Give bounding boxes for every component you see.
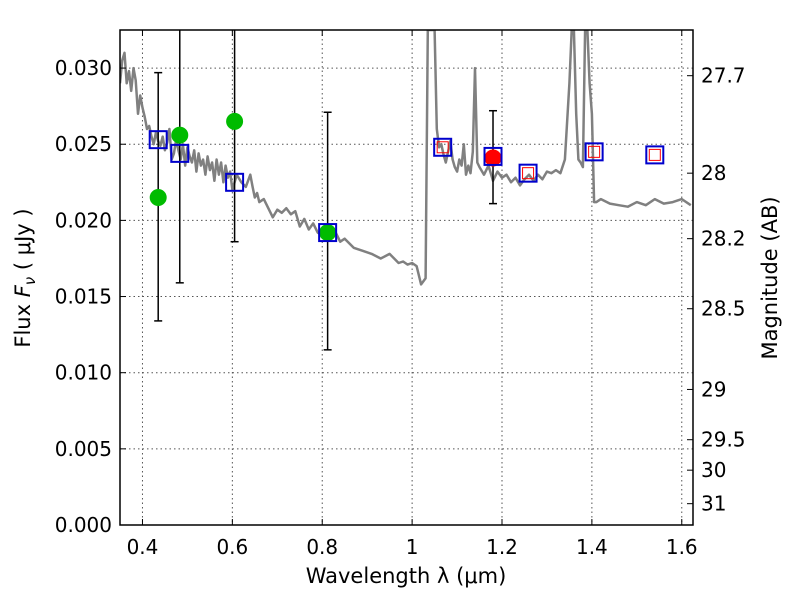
y-tick-label: 0.005 (55, 437, 112, 461)
right-axis-tick-label: 31 (701, 492, 726, 516)
red-box-marker (522, 167, 535, 180)
spectrum-line (120, 30, 692, 286)
red-point (484, 149, 502, 167)
y-axis-title: Flux Fν ( μJy ) (11, 208, 39, 347)
x-tick-label: 0.6 (216, 535, 248, 559)
red-box-marker (588, 145, 601, 158)
right-axis-tick-label: 28 (701, 161, 726, 185)
x-tick-label: 1.4 (576, 535, 608, 559)
blue-box-marker (170, 143, 190, 163)
green-point (226, 112, 244, 130)
y-tick-label: 0.025 (55, 132, 112, 156)
x-tick-label: 0.8 (306, 535, 338, 559)
blue-box-marker (225, 172, 245, 192)
plot-frame (119, 29, 694, 526)
green-point (171, 126, 189, 144)
axes: 0.4 0.6 0.8 1 1.2 1.4 1.6 0.000 0.005 0.010 0.015 0… (55, 30, 746, 559)
x-axis-title: Wavelength λ (μm) (306, 564, 507, 588)
green-point (319, 224, 337, 242)
blue-box-marker (148, 130, 168, 150)
blue-box-marker (645, 145, 665, 165)
right-axis-tick-label: 29 (701, 377, 726, 401)
y-axis-title-sub: ν (21, 277, 39, 285)
right-axis-tick-label: 28.5 (701, 297, 746, 321)
x-tick-label: 0.4 (127, 535, 159, 559)
right-axis-tick-label: 28.2 (701, 227, 746, 251)
right-axis-tick-label: 29.5 (701, 428, 746, 452)
right-axis-tick-label: 30 (701, 458, 726, 482)
right-axis-title: Magnitude (AB) (758, 196, 782, 359)
y-tick-label: 0.030 (55, 56, 112, 80)
blue-box-marker (518, 163, 538, 183)
y-tick-label: 0.000 (55, 513, 112, 537)
y-tick-label: 0.020 (55, 208, 112, 232)
x-tick-label: 1.6 (666, 535, 698, 559)
red-box-marker (648, 148, 661, 161)
blue-box-marker (584, 142, 604, 162)
x-tick-label: 1 (406, 535, 419, 559)
right-axis-tick-label: 27.7 (701, 64, 746, 88)
y-tick-label: 0.010 (55, 361, 112, 385)
blue-box-marker (483, 146, 503, 166)
blue-box-marker (433, 137, 453, 157)
green-point (149, 189, 167, 207)
plot-area (120, 30, 692, 351)
blue-box-marker (318, 223, 338, 243)
y-tick-label: 0.015 (55, 285, 112, 309)
y-axis-title-var: F (11, 284, 35, 297)
y-axis-title-suffix: ( μJy ) (11, 208, 35, 276)
red-box-marker (436, 141, 449, 154)
y-axis-title-prefix: Flux (11, 297, 35, 347)
x-tick-label: 1.2 (486, 535, 518, 559)
